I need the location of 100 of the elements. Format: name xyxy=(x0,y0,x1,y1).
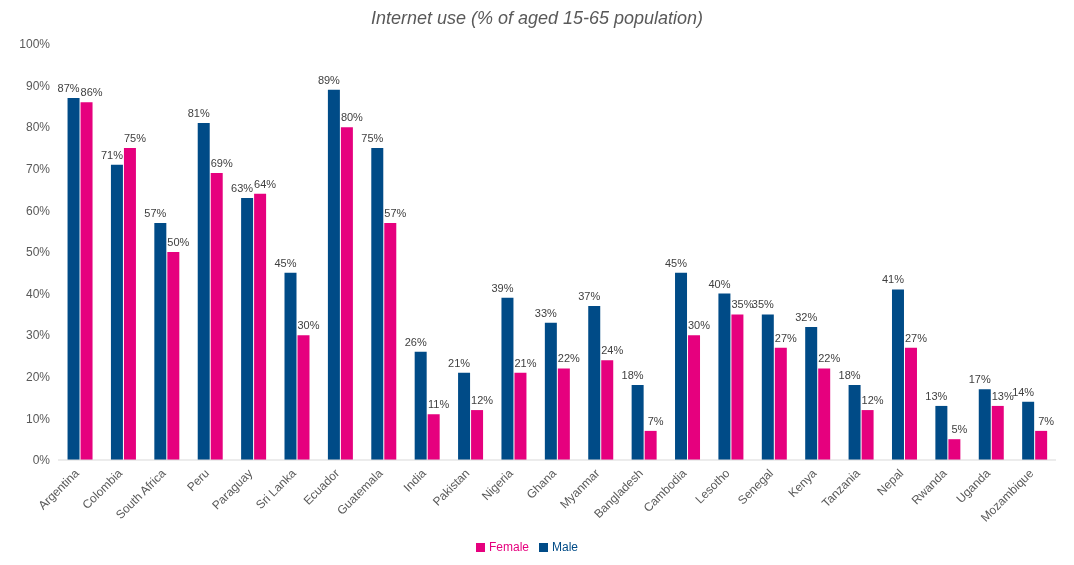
data-label: 75% xyxy=(123,132,147,144)
data-label: 64% xyxy=(254,177,277,190)
bar xyxy=(861,410,874,460)
bar xyxy=(471,410,484,460)
y-tick-label: 20% xyxy=(25,370,51,385)
legend-label: Female xyxy=(488,540,529,554)
data-label: 22% xyxy=(557,352,581,365)
bar xyxy=(991,405,1004,460)
bar xyxy=(371,148,384,460)
bar xyxy=(110,164,123,460)
bar xyxy=(848,385,861,460)
data-label: 30% xyxy=(297,319,320,332)
bar xyxy=(327,89,340,460)
data-label: 24% xyxy=(601,344,624,357)
bar xyxy=(978,389,991,460)
bar xyxy=(818,368,831,460)
bar xyxy=(731,314,744,460)
data-label: 80% xyxy=(340,111,364,124)
bar xyxy=(1035,430,1048,460)
bar xyxy=(675,272,688,460)
data-label: 7% xyxy=(647,414,664,427)
bar xyxy=(254,193,267,460)
bar xyxy=(427,414,440,460)
bar xyxy=(557,368,570,460)
bar xyxy=(544,322,557,460)
bar xyxy=(644,430,657,460)
data-label: 57% xyxy=(384,206,407,219)
data-label: 18% xyxy=(621,369,644,382)
bar xyxy=(167,252,180,460)
data-label: 45% xyxy=(274,256,297,269)
bar xyxy=(631,385,644,460)
data-label: 21% xyxy=(514,356,537,369)
y-tick-label: 100% xyxy=(19,37,51,52)
data-label: 7% xyxy=(1038,414,1055,427)
bar xyxy=(805,326,818,460)
bar xyxy=(123,148,136,460)
data-label: 40% xyxy=(708,277,731,290)
data-label: 89% xyxy=(317,73,341,86)
data-label: 39% xyxy=(491,281,514,294)
data-label: 30% xyxy=(688,319,711,332)
bar xyxy=(340,127,353,460)
data-label: 71% xyxy=(100,148,124,161)
data-label: 11% xyxy=(428,398,450,411)
data-label: 32% xyxy=(795,310,818,323)
bar xyxy=(601,360,614,460)
data-label: 27% xyxy=(774,331,798,344)
data-label: 45% xyxy=(665,256,688,269)
bar xyxy=(197,123,210,460)
data-label: 35% xyxy=(731,298,754,311)
data-label: 27% xyxy=(904,331,928,344)
bar xyxy=(80,102,93,460)
data-label: 86% xyxy=(80,86,103,99)
bar xyxy=(67,98,80,460)
bar xyxy=(514,372,527,460)
bar xyxy=(688,335,701,460)
y-tick-label: 90% xyxy=(25,78,51,93)
bar xyxy=(904,347,917,460)
bar xyxy=(1022,401,1035,460)
data-label: 12% xyxy=(471,394,494,407)
data-label: 87% xyxy=(57,82,80,95)
data-label: 63% xyxy=(231,181,254,194)
data-label: 35% xyxy=(751,298,775,311)
y-tick-label: 50% xyxy=(25,245,51,260)
data-label: 13% xyxy=(991,389,1014,402)
bar xyxy=(458,372,471,460)
data-label: 33% xyxy=(534,306,558,319)
chart-title: Internet use (% of aged 15-65 population) xyxy=(369,8,705,30)
y-tick-label: 30% xyxy=(25,328,51,343)
bar xyxy=(891,289,904,460)
bar xyxy=(384,222,397,460)
data-label: 22% xyxy=(818,352,841,365)
bar xyxy=(297,335,310,460)
y-tick-label: 80% xyxy=(25,120,51,135)
bar xyxy=(241,197,254,460)
data-label: 13% xyxy=(925,389,948,402)
bar xyxy=(284,272,297,460)
bar xyxy=(718,293,731,460)
y-tick-label: 60% xyxy=(25,203,51,218)
bar xyxy=(414,351,427,460)
data-label: 26% xyxy=(404,335,427,348)
data-label: 75% xyxy=(361,132,384,144)
bar xyxy=(501,297,514,460)
y-tick-label: 40% xyxy=(25,286,51,301)
data-label: 57% xyxy=(144,206,167,219)
bar xyxy=(210,172,223,460)
data-label: 69% xyxy=(210,156,233,169)
bar xyxy=(154,222,167,460)
data-label: 37% xyxy=(578,290,601,303)
data-label: 5% xyxy=(951,423,968,436)
data-label: 21% xyxy=(448,356,471,369)
legend-label: Male xyxy=(552,540,579,554)
data-label: 18% xyxy=(838,369,861,382)
y-tick-label: 10% xyxy=(25,411,51,426)
y-tick-label: 0% xyxy=(32,453,51,468)
bar xyxy=(935,405,948,460)
data-label: 81% xyxy=(187,107,210,120)
bar xyxy=(774,347,787,460)
data-label: 41% xyxy=(881,273,905,286)
bar xyxy=(588,306,601,460)
y-tick-label: 70% xyxy=(25,162,51,177)
